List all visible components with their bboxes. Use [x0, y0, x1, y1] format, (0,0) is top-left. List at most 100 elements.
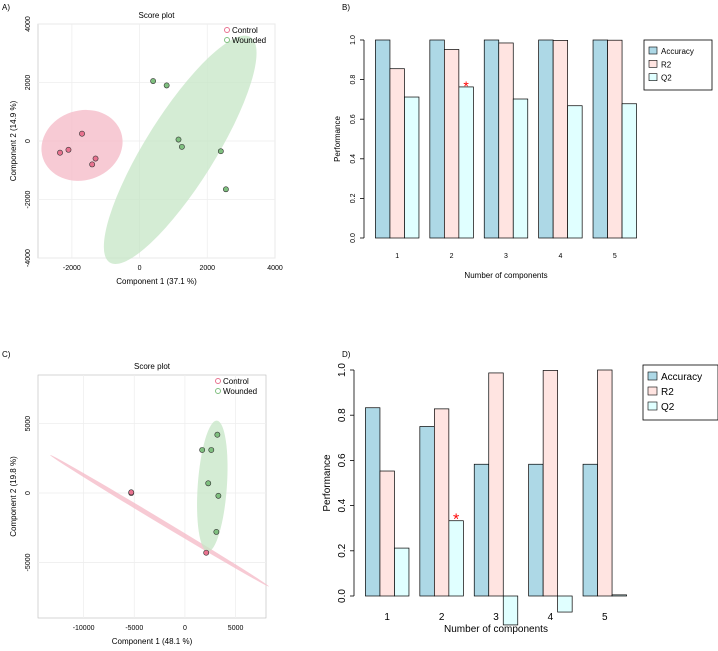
x-tick-label: 2000: [199, 265, 215, 272]
data-point-wounded: [150, 78, 157, 84]
legend-marker-control: [224, 27, 230, 33]
x-tick-label: -5000: [125, 625, 143, 632]
confidence-ellipse-control: [50, 455, 270, 587]
data-point-wounded: [175, 136, 182, 143]
bar-accuracy-5: [592, 39, 608, 239]
bar-r2-5: [597, 369, 613, 597]
x-tick-label: 4: [548, 612, 554, 623]
x-axis-label: Component 1 (48.1 %): [112, 637, 193, 646]
bar-accuracy-1: [375, 39, 391, 239]
data-point-wounded: [178, 143, 185, 150]
y-tick-label: 0.0: [337, 589, 348, 603]
bar-accuracy-1: [365, 407, 381, 597]
legend-marker-wounded: [224, 37, 230, 43]
data-point-wounded: [214, 431, 221, 438]
confidence-ellipse-wounded: [103, 35, 257, 264]
plot-area: [37, 374, 267, 619]
bar-q2-5: [621, 103, 637, 239]
legend-label: Wounded: [232, 36, 266, 45]
legend-label: Q2: [661, 402, 675, 413]
legend-label: R2: [661, 60, 672, 69]
bar-accuracy-5: [582, 463, 598, 597]
legend-label: Q2: [661, 74, 672, 83]
data-point-wounded: [199, 447, 206, 453]
x-tick-label: 4: [558, 253, 562, 260]
x-tick-label: 0: [138, 265, 142, 272]
bar-accuracy-2: [419, 426, 435, 597]
confidence-ellipse-control: [41, 109, 123, 181]
bar-q2-2: [458, 86, 474, 239]
y-tick-label: -2000: [25, 190, 32, 208]
data-point-control: [89, 161, 96, 168]
legend-label: Control: [223, 377, 249, 386]
x-tick-label: 1: [395, 253, 399, 260]
x-tick-label: -10000: [73, 625, 95, 632]
data-point-wounded: [163, 82, 170, 89]
data-point-control: [128, 489, 135, 496]
data-point-wounded: [213, 529, 220, 535]
x-tick-label: 2: [439, 612, 445, 623]
panel-label: C): [2, 350, 11, 359]
x-tick-label: 5: [602, 612, 608, 623]
y-axis-label: Performance: [333, 116, 342, 162]
y-tick-label: 0.0: [350, 233, 357, 243]
bar-panel-d: D) 0.0 0.2 0.4 0.6 0.8 1.0 1 * 2 3 4 5 Number of comp…: [322, 350, 718, 635]
y-tick-label: 0.8: [337, 408, 348, 422]
bar-r2-1: [389, 68, 405, 239]
bar-q2-1: [404, 96, 420, 239]
bar-q2-4: [567, 105, 583, 239]
y-axis-label: Component 2 (14.9 %): [9, 100, 18, 181]
legend-swatch-accuracy: [647, 371, 658, 381]
x-tick-label: 1: [384, 612, 390, 623]
bar-q2-4: [557, 595, 573, 613]
y-tick-label: 0.4: [350, 154, 357, 164]
y-tick-label: 0.2: [337, 543, 348, 557]
bar-r2-5: [607, 39, 623, 239]
panel-label: B): [342, 3, 350, 12]
data-point-wounded: [208, 447, 215, 453]
panel-label: A): [2, 3, 10, 12]
legend-label: Wounded: [223, 387, 257, 396]
confidence-ellipse-wounded: [197, 420, 228, 552]
data-point-control: [79, 130, 85, 137]
best-marker: *: [463, 78, 469, 94]
x-axis-label: Number of components: [444, 624, 548, 635]
y-tick-label: -5000: [25, 553, 32, 571]
x-tick-label: 4000: [267, 265, 283, 272]
x-tick-label: 3: [504, 253, 508, 260]
bar-q2-5: [611, 594, 627, 597]
bar-accuracy-2: [429, 39, 445, 239]
bar-accuracy-3: [483, 39, 500, 239]
legend-swatch-q2: [647, 401, 658, 411]
bar-panel-b: B) 0.0 0.2 0.4 0.6 0.8 1.0 1 * 2 3 4 5 Number of comp…: [333, 3, 713, 280]
x-axis-label: Component 1 (37.1 %): [116, 277, 197, 286]
y-tick-label: 0.4: [337, 498, 348, 512]
data-point-wounded: [217, 148, 224, 155]
bar-q2-3: [502, 595, 519, 626]
scatter-panel-c: C) Score plot -10000 -5000 0 5000 -5000 0 5000 Co…: [2, 350, 270, 646]
bar-r2-2: [443, 49, 460, 239]
legend-label: Accuracy: [661, 47, 694, 56]
y-axis-label: Performance: [322, 454, 333, 512]
data-point-control: [57, 149, 63, 156]
bar-r2-3: [498, 42, 514, 239]
chart-title: Score plot: [134, 362, 171, 371]
bar-r2-4: [542, 370, 559, 597]
scatter-panel-a: A) Score plot -2000 0 2000 4000 -4000 -2000 0 200…: [2, 3, 283, 286]
bar-r2-3: [488, 372, 504, 597]
bar-r2-4: [552, 40, 569, 239]
bar-r2-1: [379, 470, 395, 597]
legend-label: Control: [232, 26, 258, 35]
legend-label: Accuracy: [661, 372, 702, 383]
bar-accuracy-3: [473, 463, 490, 597]
y-tick-label: 5000: [25, 416, 32, 432]
y-tick-label: -4000: [25, 249, 32, 267]
panel-label: D): [342, 350, 351, 359]
data-point-control: [65, 146, 72, 153]
data-point-control: [92, 155, 99, 162]
y-tick-label: 0: [25, 491, 32, 495]
y-tick-label: 0.8: [350, 75, 357, 85]
legend-swatch-r2: [648, 60, 658, 68]
y-tick-label: 0.6: [337, 453, 348, 467]
